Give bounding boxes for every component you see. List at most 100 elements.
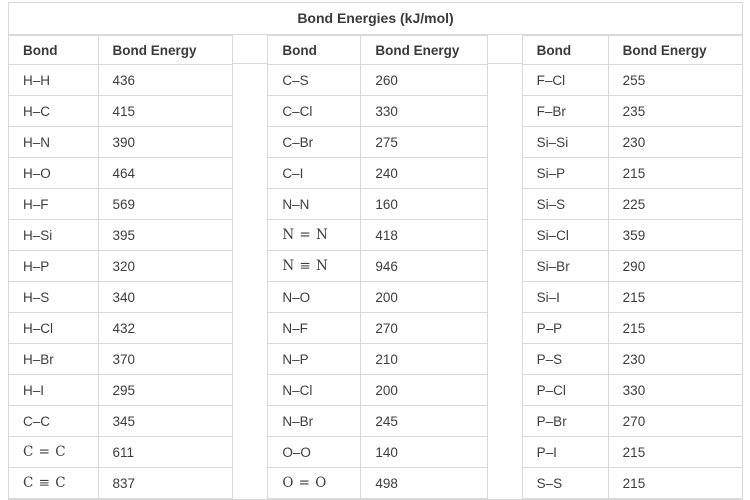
- bond-energy-cell: 270: [360, 312, 488, 344]
- bond-cell: N–Br: [267, 405, 362, 437]
- spacer-header-cell: [487, 35, 522, 64]
- bond-column-header: Bond: [521, 35, 609, 65]
- table-row: N–P 210: [267, 343, 488, 375]
- table-row: H–O 464: [9, 157, 234, 189]
- bond-cell: F–Cl: [521, 64, 609, 96]
- bond-energy-cell: 569: [97, 188, 234, 220]
- bond-cell: Si–Cl: [521, 219, 609, 251]
- bond-cell: H–I: [9, 374, 99, 406]
- bond-energy-cell: 215: [607, 436, 743, 468]
- table-row: O = O 498: [267, 467, 488, 499]
- bond-cell: O = O: [267, 467, 362, 499]
- bond-energy-cell: 395: [97, 219, 234, 251]
- bond-energy-cell: 946: [360, 250, 488, 282]
- bond-cell: N–O: [267, 281, 362, 313]
- bond-cell: N–P: [267, 343, 362, 375]
- bond-column-header: Bond: [9, 35, 99, 65]
- bond-cell: H–N: [9, 126, 99, 158]
- bond-energy-cell: 498: [360, 467, 488, 499]
- bond-energy-cell: 390: [97, 126, 234, 158]
- header-row: Bond Bond Energy: [9, 35, 234, 65]
- bond-cell: C–S: [267, 64, 362, 96]
- table-row: Si–Si 230: [521, 126, 743, 158]
- bond-energy-cell: 240: [360, 157, 488, 189]
- table-row: C–S 260: [267, 64, 488, 96]
- bond-energy-cell: 345: [97, 405, 234, 437]
- bond-energy-cell: 270: [607, 405, 743, 437]
- bond-energy-cell: 330: [607, 374, 743, 406]
- bond-cell: N–F: [267, 312, 362, 344]
- table-row: C = C 611: [9, 436, 234, 468]
- bond-cell: N–N: [267, 188, 362, 220]
- table-row: C–Cl 330: [267, 95, 488, 127]
- table-row: C–Br 275: [267, 126, 488, 158]
- table-row: H–I 295: [9, 374, 234, 406]
- bond-cell: P–S: [521, 343, 609, 375]
- bond-energy-cell: 200: [360, 374, 488, 406]
- spacer-column: [233, 35, 268, 499]
- bond-energy-cell: 432: [97, 312, 234, 344]
- bond-table-group-2: Bond Bond Energy C–S 260 C–Cl 330 C–Br 275 C–I 24…: [267, 35, 488, 499]
- bond-energy-cell: 295: [97, 374, 234, 406]
- bond-energy-cell: 230: [607, 343, 743, 375]
- bond-cell: Si–S: [521, 188, 609, 220]
- table-row: H–Br 370: [9, 343, 234, 375]
- bond-energy-column-header: Bond Energy: [607, 35, 743, 65]
- table-row: F–Cl 255: [521, 64, 743, 96]
- bond-cell: P–Cl: [521, 374, 609, 406]
- bond-energy-cell: 215: [607, 281, 743, 313]
- bond-cell: H–F: [9, 188, 99, 220]
- table-row: S–S 215: [521, 467, 743, 499]
- table-row: N = N 418: [267, 219, 488, 251]
- bond-table-group-3: Bond Bond Energy F–Cl 255 F–Br 235 Si–Si 230 Si–…: [521, 35, 743, 499]
- bond-cell: H–Cl: [9, 312, 99, 344]
- header-row: Bond Bond Energy: [521, 35, 743, 65]
- table-row: P–P 215: [521, 312, 743, 344]
- bond-energy-cell: 245: [360, 405, 488, 437]
- bond-energy-cell: 260: [360, 64, 488, 96]
- bond-table-group-1: Bond Bond Energy H–H 436 H–C 415 H–N 390 H–O 464 H…: [9, 35, 234, 499]
- table-row: N–Cl 200: [267, 374, 488, 406]
- table-row: Si–Br 290: [521, 250, 743, 282]
- table-row: H–F 569: [9, 188, 234, 220]
- bond-cell: H–S: [9, 281, 99, 313]
- table-title: Bond Energies (kJ/mol): [9, 3, 742, 35]
- table-row: C ≡ C 837: [9, 467, 234, 499]
- header-row: Bond Bond Energy: [267, 35, 488, 65]
- bond-energy-cell: 290: [607, 250, 743, 282]
- bond-energy-cell: 230: [607, 126, 743, 158]
- bond-energies-table: Bond Energies (kJ/mol) Bond Bond Energy H–…: [8, 2, 743, 500]
- table-row: H–N 390: [9, 126, 234, 158]
- bond-cell: F–Br: [521, 95, 609, 127]
- table-row: H–H 436: [9, 64, 234, 96]
- table-row: N–F 270: [267, 312, 488, 344]
- bond-energy-cell: 370: [97, 343, 234, 375]
- bond-energy-cell: 418: [360, 219, 488, 251]
- table-row: P–Cl 330: [521, 374, 743, 406]
- bond-cell: C = C: [9, 436, 99, 468]
- bond-cell: H–C: [9, 95, 99, 127]
- bond-cell: Si–Si: [521, 126, 609, 158]
- bond-cell: N = N: [267, 219, 362, 251]
- bond-energy-cell: 275: [360, 126, 488, 158]
- bond-energy-cell: 200: [360, 281, 488, 313]
- bond-cell: C ≡ C: [9, 467, 99, 499]
- table-row: P–I 215: [521, 436, 743, 468]
- bond-cell: C–I: [267, 157, 362, 189]
- bond-cell: Si–I: [521, 281, 609, 313]
- bond-energy-cell: 225: [607, 188, 743, 220]
- bond-energy-cell: 415: [97, 95, 234, 127]
- table-row: Si–S 225: [521, 188, 743, 220]
- bond-cell: H–O: [9, 157, 99, 189]
- bond-cell: O–O: [267, 436, 362, 468]
- bond-energy-column-header: Bond Energy: [360, 35, 488, 65]
- table-row: N–Br 245: [267, 405, 488, 437]
- bond-cell: C–Cl: [267, 95, 362, 127]
- spacer-header-cell: [233, 35, 268, 64]
- bond-cell: N–Cl: [267, 374, 362, 406]
- bond-energy-cell: 330: [360, 95, 488, 127]
- bond-energy-cell: 215: [607, 157, 743, 189]
- bond-energy-cell: 215: [607, 312, 743, 344]
- bond-energy-cell: 140: [360, 436, 488, 468]
- bond-energy-cell: 611: [97, 436, 234, 468]
